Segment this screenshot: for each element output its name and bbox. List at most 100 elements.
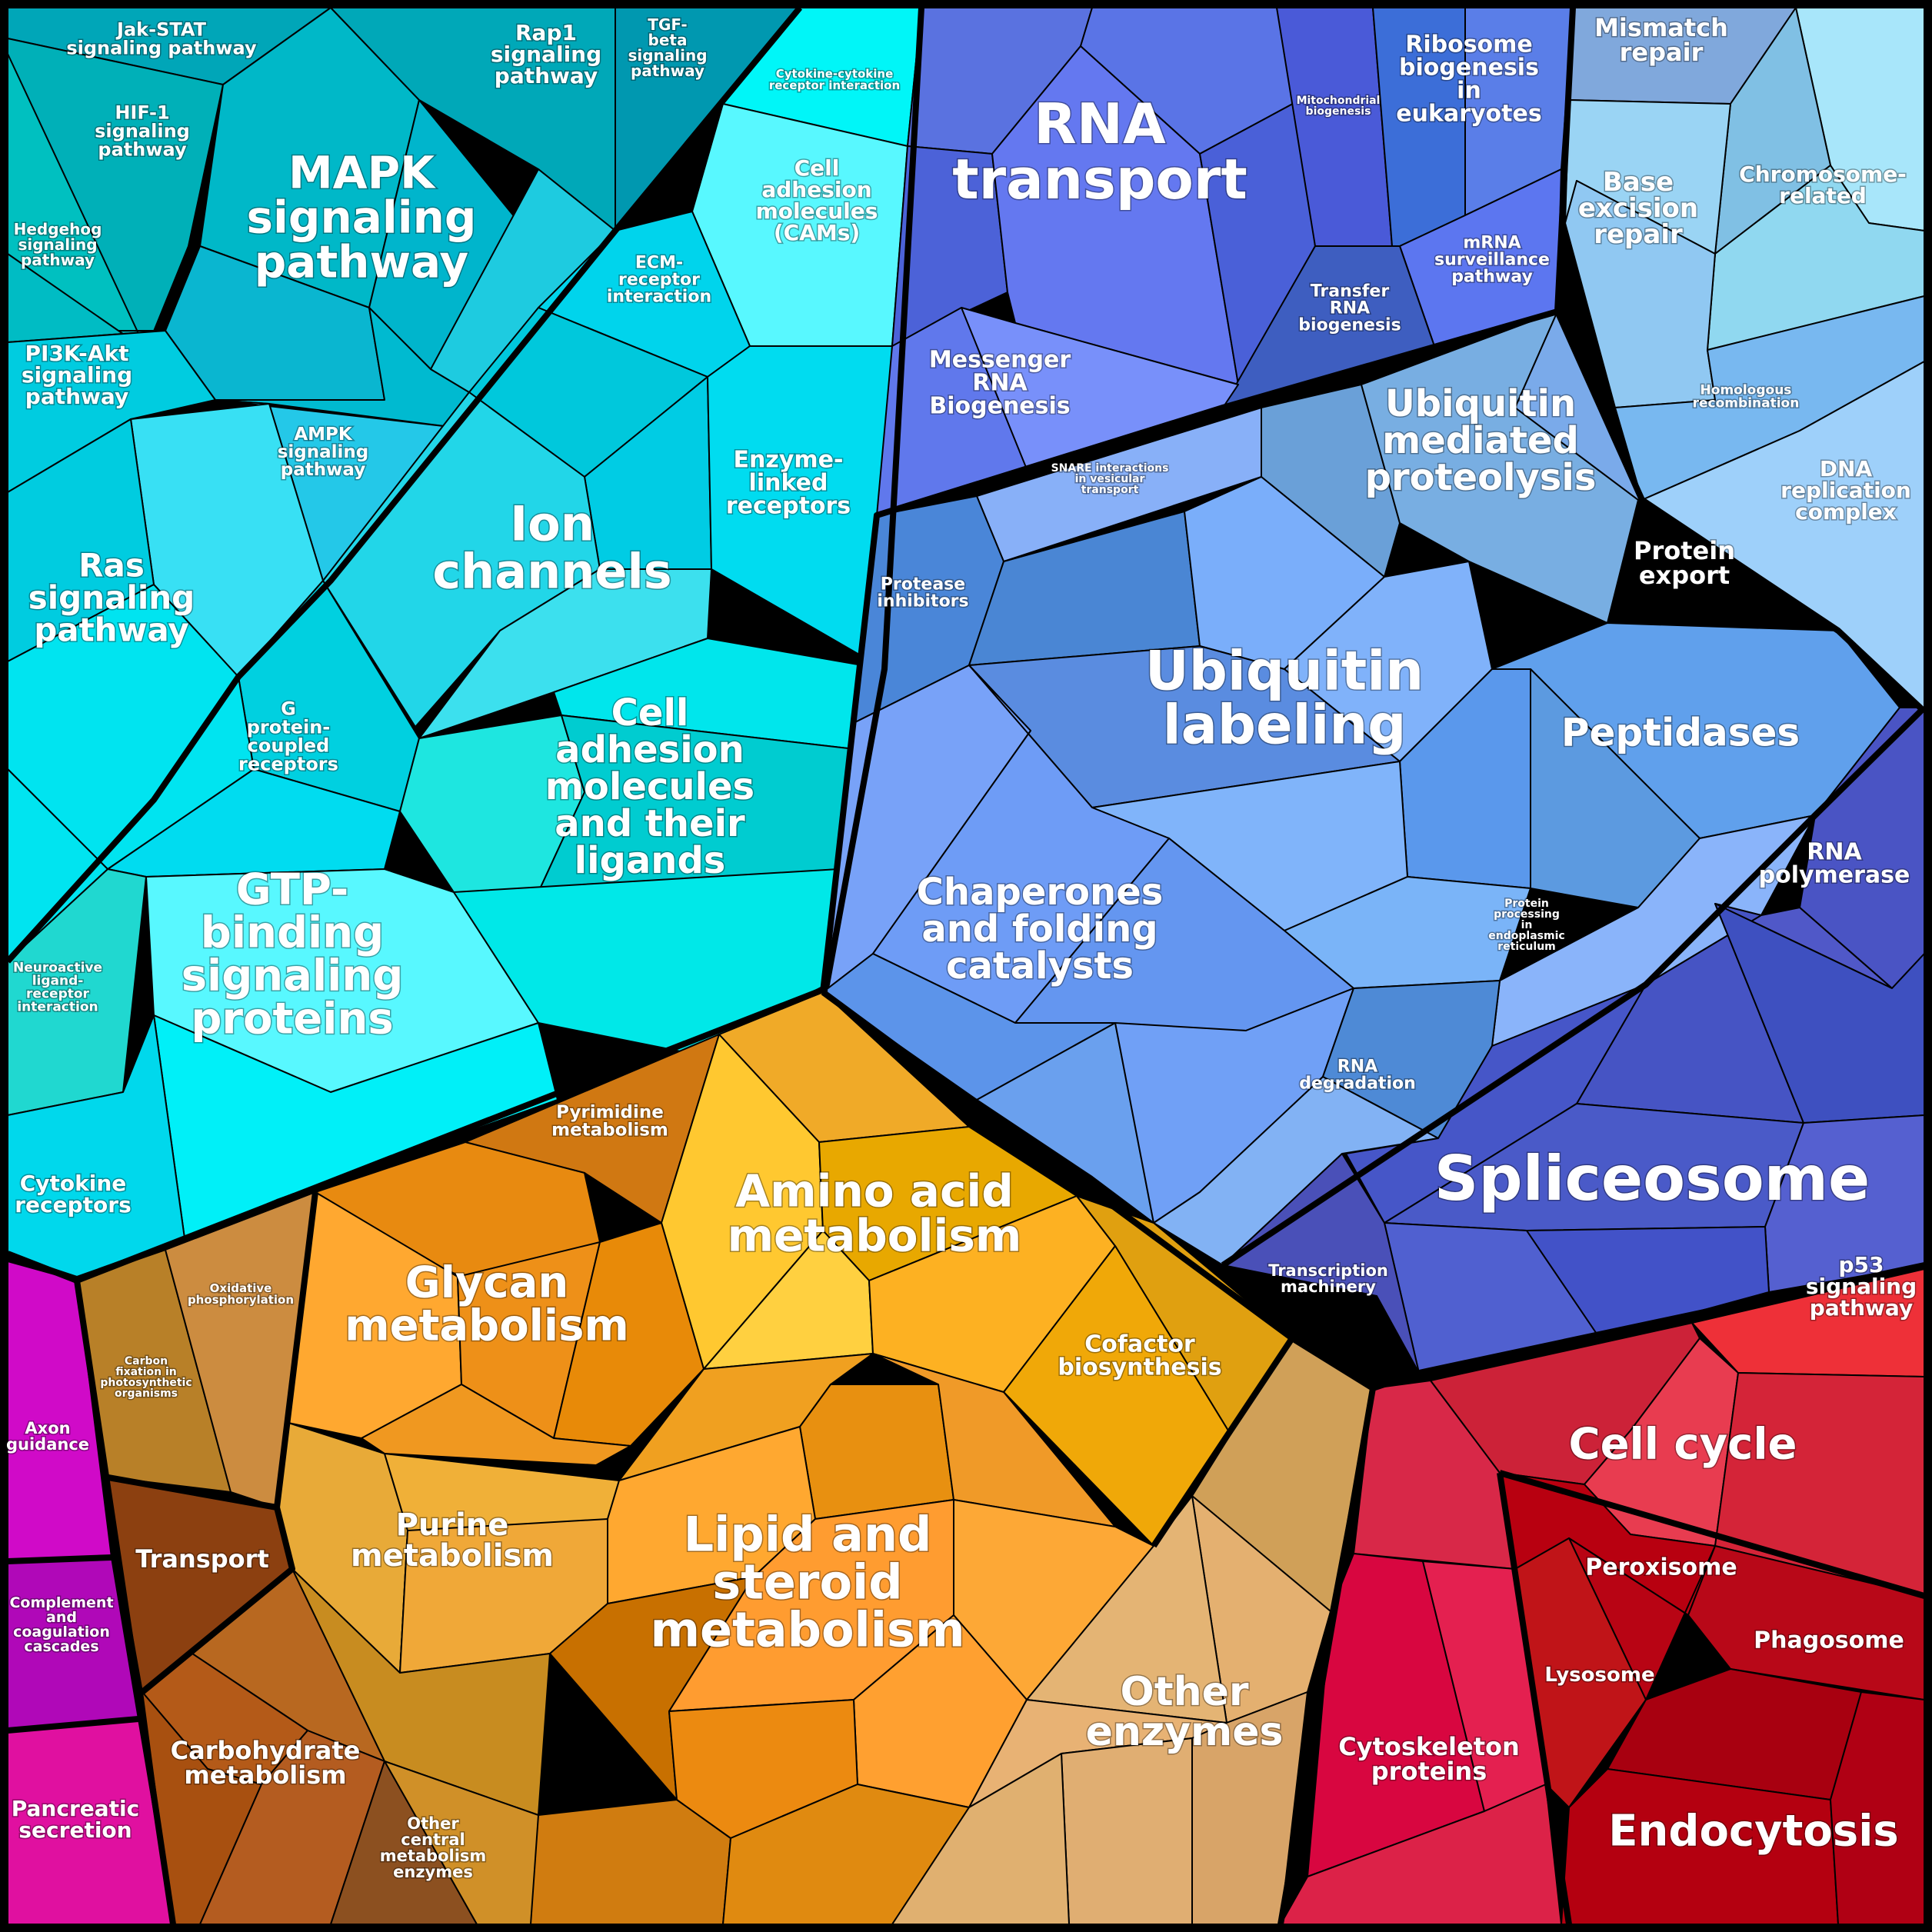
label-line: in vesicular [1075,473,1145,485]
label-line: fixation in [115,1366,177,1378]
label-chaperones: Chaperones and folding catalysts [917,871,1164,988]
label-line: transport [952,147,1247,212]
label-line: coupled [248,734,330,756]
label-line: in [1457,78,1481,105]
label-trna: Transfer RNA biogenesis [1298,282,1401,335]
label-pancreatic: Pancreatic secretion [12,1796,139,1843]
label-line: signaling [628,46,707,65]
label-dna-replication: DNA replication complex [1780,456,1911,525]
label-protein-processing-er: Protein processing in endoplasmic reticulum [1488,898,1564,953]
label-other-central: Other central metabolism enzymes [380,1814,487,1881]
label-line: Cell cycle [1568,1420,1797,1470]
region-membrane [7,7,922,1277]
label-purine: Purine metabolism [351,1507,554,1574]
label-line: signaling [28,579,195,617]
label-jak-stat: Jak-STAT signaling pathway [66,18,257,58]
label-line: phosphorylation [188,1293,294,1307]
label-cell-adhesion-ligands: Cell adhesion molecules and their ligands [545,691,754,882]
label-line: Other [1121,1669,1249,1715]
label-ampk: AMPK signaling pathway [278,425,369,480]
label-line: signaling [491,42,601,67]
label-cell-cycle: Cell cycle [1568,1420,1797,1470]
label-line: in [1521,919,1533,931]
label-line: Lysosome [1544,1664,1654,1687]
label-mapk: MAPK signaling pathway [247,146,477,288]
label-line: Protein [1504,898,1549,910]
label-rap1: Rap1 signaling pathway [491,20,601,88]
label-line: ECM- [635,254,683,273]
label-pi3k: PI3K-Akt signaling pathway [22,341,132,409]
label-line: mRNA [1463,234,1521,253]
label-line: RNA [1807,839,1862,866]
label-lysosome: Lysosome [1544,1664,1654,1687]
label-line: reticulum [1497,941,1556,953]
label-cams: Cell adhesion molecules (CAMs) [756,155,878,245]
label-amino-acid: Amino acid metabolism [728,1164,1022,1261]
label-line: Chaperones [917,871,1164,914]
label-line: Transfer [1311,282,1390,301]
label-line: Ubiquitin [1385,382,1576,425]
label-cofactor: Cofactor biosynthesis [1058,1331,1221,1381]
region-spliceosome [1222,707,1925,1374]
label-line: secretion [18,1817,132,1843]
label-line: replication [1780,478,1911,503]
label-line: Glycan [405,1258,569,1308]
label-line: guidance [6,1435,89,1454]
label-transcription-machinery: Transcription machinery [1268,1261,1388,1296]
label-ubiquitin-labeling: Ubiquitin labeling [1145,640,1424,757]
label-line: Peptidases [1561,711,1800,755]
label-line: catalysts [946,944,1134,988]
label-gtp-binding: GTP-binding signaling proteins [182,865,404,1044]
label-line: Cell [611,691,689,734]
label-line: recombination [1693,395,1800,411]
label-line: Homologous [1700,382,1792,398]
label-carbon-fixation: Carbon fixation in photosynthetic organisms [100,1355,192,1400]
label-line: Axon [25,1419,70,1437]
label-line: signaling [278,442,369,462]
label-line: pathway [255,235,468,288]
label-line: Other [407,1814,459,1833]
label-ribosome: Ribosome biogenesis in eukaryotes [1396,32,1541,128]
label-line: signaling [1806,1274,1917,1299]
label-lipid-steroid: Lipid and steroid metabolism [650,1507,964,1658]
label-line: Cytokine-cytokine [776,67,894,81]
label-line: Base [1603,167,1674,198]
label-line: binding [201,908,384,958]
label-line: receptors [238,753,338,774]
label-line: receptor [26,986,89,1001]
label-line: Cofactor [1084,1331,1195,1358]
region-energy [76,1191,478,1925]
label-line: signaling pathway [66,37,257,58]
label-line: pathway [495,63,598,88]
label-line: signaling [247,191,477,243]
label-line: biogenesis [1306,105,1371,118]
label-line: degradation [1299,1074,1416,1094]
label-line: export [1639,561,1730,590]
label-line: Carbon [125,1355,168,1367]
region-metabolism [276,991,1293,1925]
label-line: SNARE interactions [1051,462,1169,475]
label-line: inhibitors [877,592,968,611]
label-line: enzymes [1086,1709,1284,1755]
label-line: processing [1494,908,1560,921]
label-spliceosome: Spliceosome [1434,1143,1870,1214]
label-phagosome: Phagosome [1754,1627,1904,1654]
label-rna-degradation: RNA degradation [1299,1058,1416,1094]
label-line: Phagosome [1754,1627,1904,1654]
label-line: PI3K-Akt [25,341,129,366]
label-line: Pyrimidine [556,1103,664,1123]
label-line: cascades [24,1638,98,1655]
label-line: Protease [881,575,965,595]
label-line: signaling [95,120,190,142]
label-protease-inhibitors: Protease inhibitors [877,575,968,611]
label-line: Ion [510,496,595,552]
label-line: Transport [135,1544,268,1574]
label-cytokine-cytokine: Cytokine-cytokine receptor interaction [769,67,900,92]
region-cellular [1280,1268,1925,1925]
label-peptidases: Peptidases [1561,711,1800,755]
